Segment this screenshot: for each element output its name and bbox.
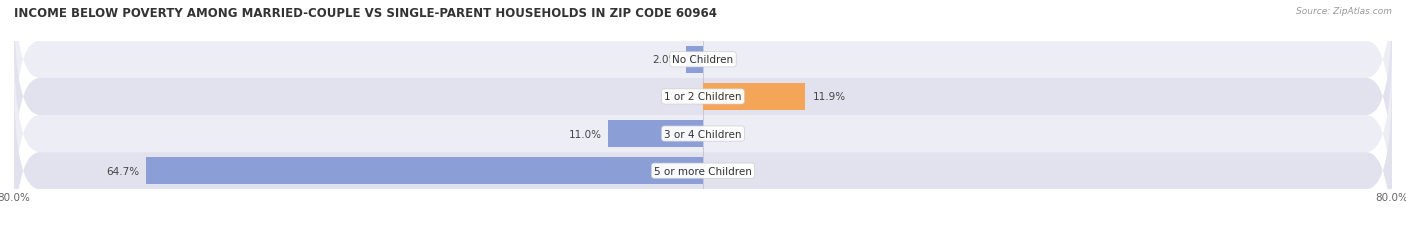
Text: INCOME BELOW POVERTY AMONG MARRIED-COUPLE VS SINGLE-PARENT HOUSEHOLDS IN ZIP COD: INCOME BELOW POVERTY AMONG MARRIED-COUPL… xyxy=(14,7,717,20)
FancyBboxPatch shape xyxy=(14,42,1392,226)
Text: 11.9%: 11.9% xyxy=(813,92,845,102)
Bar xyxy=(686,47,703,73)
Text: Source: ZipAtlas.com: Source: ZipAtlas.com xyxy=(1296,7,1392,16)
Text: 0.0%: 0.0% xyxy=(710,129,737,139)
Text: No Children: No Children xyxy=(672,55,734,65)
FancyBboxPatch shape xyxy=(14,5,1392,189)
Text: 11.0%: 11.0% xyxy=(568,129,602,139)
Text: 0.0%: 0.0% xyxy=(710,166,737,176)
Text: 2.0%: 2.0% xyxy=(652,55,679,65)
Text: 5 or more Children: 5 or more Children xyxy=(654,166,752,176)
FancyBboxPatch shape xyxy=(14,79,1392,231)
Bar xyxy=(609,121,703,147)
Text: 1 or 2 Children: 1 or 2 Children xyxy=(664,92,742,102)
Text: 64.7%: 64.7% xyxy=(105,166,139,176)
FancyBboxPatch shape xyxy=(14,0,1392,152)
Bar xyxy=(146,158,703,184)
Bar xyxy=(703,84,806,110)
Text: 0.0%: 0.0% xyxy=(710,55,737,65)
Text: 0.0%: 0.0% xyxy=(669,92,696,102)
Text: 3 or 4 Children: 3 or 4 Children xyxy=(664,129,742,139)
